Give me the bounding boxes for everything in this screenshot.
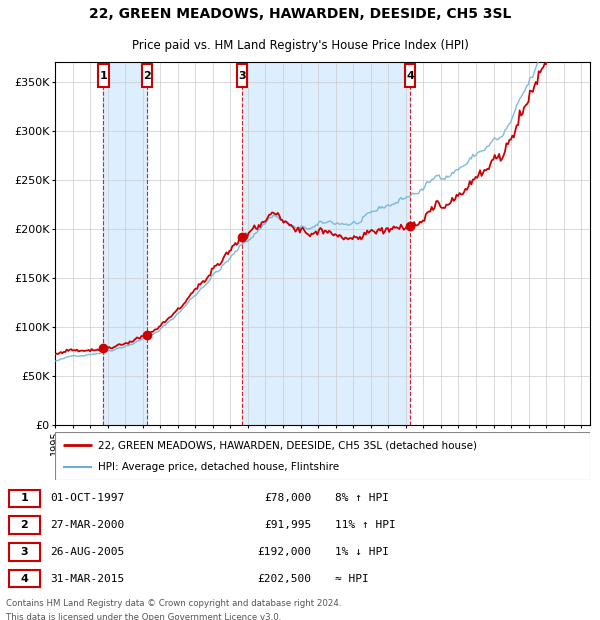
Text: £91,995: £91,995 <box>265 520 312 530</box>
Text: 1: 1 <box>100 71 107 81</box>
Bar <box>9 543 40 560</box>
Bar <box>103 62 147 425</box>
Text: 31-MAR-2015: 31-MAR-2015 <box>50 574 124 583</box>
Text: 2: 2 <box>20 520 28 530</box>
Bar <box>242 62 410 425</box>
Text: 1: 1 <box>20 494 28 503</box>
Bar <box>98 64 109 87</box>
Text: £202,500: £202,500 <box>258 574 312 583</box>
Bar <box>236 64 247 87</box>
Bar <box>9 570 40 587</box>
Text: 22, GREEN MEADOWS, HAWARDEN, DEESIDE, CH5 3SL (detached house): 22, GREEN MEADOWS, HAWARDEN, DEESIDE, CH… <box>98 440 477 451</box>
Text: £192,000: £192,000 <box>258 547 312 557</box>
Text: 27-MAR-2000: 27-MAR-2000 <box>50 520 124 530</box>
Text: 4: 4 <box>406 71 414 81</box>
Text: 3: 3 <box>20 547 28 557</box>
Text: 2: 2 <box>143 71 151 81</box>
Text: This data is licensed under the Open Government Licence v3.0.: This data is licensed under the Open Gov… <box>6 613 281 620</box>
Text: HPI: Average price, detached house, Flintshire: HPI: Average price, detached house, Flin… <box>98 462 339 472</box>
Bar <box>405 64 415 87</box>
Bar <box>142 64 152 87</box>
Text: 4: 4 <box>20 574 28 583</box>
Text: Contains HM Land Registry data © Crown copyright and database right 2024.: Contains HM Land Registry data © Crown c… <box>6 599 341 608</box>
Text: 01-OCT-1997: 01-OCT-1997 <box>50 494 124 503</box>
Text: 11% ↑ HPI: 11% ↑ HPI <box>335 520 396 530</box>
Text: ≈ HPI: ≈ HPI <box>335 574 369 583</box>
Text: 3: 3 <box>238 71 245 81</box>
Bar <box>9 490 40 507</box>
Text: 1% ↓ HPI: 1% ↓ HPI <box>335 547 389 557</box>
Text: 8% ↑ HPI: 8% ↑ HPI <box>335 494 389 503</box>
Text: Price paid vs. HM Land Registry's House Price Index (HPI): Price paid vs. HM Land Registry's House … <box>131 39 469 52</box>
Bar <box>9 516 40 534</box>
Text: 26-AUG-2005: 26-AUG-2005 <box>50 547 124 557</box>
Text: £78,000: £78,000 <box>265 494 312 503</box>
Text: 22, GREEN MEADOWS, HAWARDEN, DEESIDE, CH5 3SL: 22, GREEN MEADOWS, HAWARDEN, DEESIDE, CH… <box>89 7 511 21</box>
